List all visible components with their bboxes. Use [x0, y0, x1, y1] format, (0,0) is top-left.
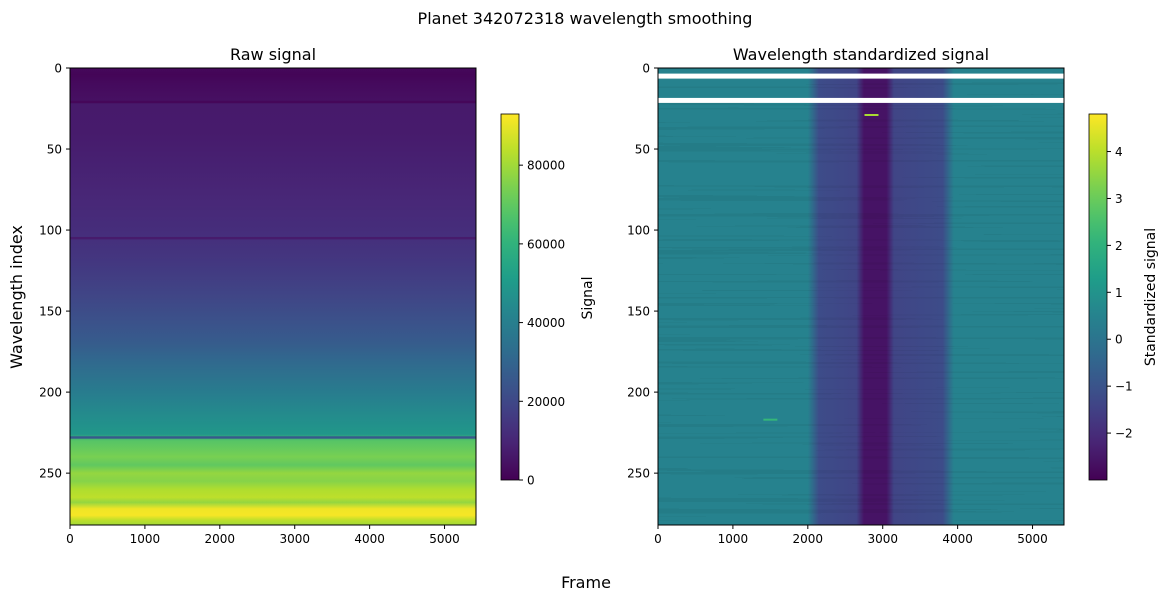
raw-signal-title: Raw signal	[230, 45, 316, 64]
colorbar-tick-label: 0	[1115, 333, 1123, 347]
y-tick-label: 250	[627, 467, 650, 481]
x-tick-label: 3000	[867, 532, 898, 546]
x-tick-label: 1000	[130, 532, 161, 546]
raw-signal-axes-frame	[69, 67, 477, 526]
y-tick-label: 200	[39, 386, 62, 400]
x-tick-label: 4000	[942, 532, 973, 546]
x-tick-label: 5000	[429, 532, 460, 546]
x-tick-label: 1000	[718, 532, 749, 546]
raw-signal-colorbar: 0 20000 40000 60000 80000 Signal	[500, 113, 596, 488]
figure-suptitle: Planet 342072318 wavelength smoothing	[418, 9, 753, 28]
raw-signal-y-ticks: 0 50 100 150 200 250	[39, 62, 70, 481]
standardized-colorbar-label: Standardized signal	[1143, 228, 1159, 366]
x-tick-label: 0	[654, 532, 662, 546]
x-tick-label: 4000	[354, 532, 385, 546]
standardized-signal-title: Wavelength standardized signal	[733, 45, 989, 64]
standardized-signal-hot-pixels	[763, 113, 879, 421]
standardized-signal-y-ticks: 0 50 100 150 200 250	[627, 62, 658, 481]
raw-signal-dark-rows	[70, 100, 476, 439]
colorbar-tick-label: 3	[1115, 192, 1123, 206]
x-tick-label: 5000	[1017, 532, 1048, 546]
colorbar-tick-label: 20000	[527, 395, 565, 409]
y-tick-label: 0	[54, 62, 62, 76]
standardized-colorbar-bar	[1088, 113, 1108, 481]
x-tick-label: 0	[66, 532, 74, 546]
standardized-signal-colorbar: 4 3 2 1 0 −1 −2 Standardized signal	[1088, 113, 1159, 481]
colorbar-tick-label: 40000	[527, 316, 565, 330]
standardized-signal-noise	[658, 68, 1064, 525]
y-tick-label: 150	[627, 305, 650, 319]
raw-signal-panel: Raw signal 0 1000 2000 3000 4000 5000 0 50 100 1…	[39, 45, 477, 546]
y-tick-label: 100	[627, 224, 650, 238]
x-tick-label: 3000	[279, 532, 310, 546]
y-tick-label: 50	[47, 143, 62, 157]
colorbar-tick-label: −2	[1115, 427, 1133, 441]
hot-pixel-1	[763, 418, 778, 421]
hot-pixel-0	[864, 113, 879, 116]
colorbar-tick-label: −1	[1115, 380, 1133, 394]
colorbar-tick-label: 60000	[527, 237, 565, 251]
raw-colorbar-ticks: 0 20000 40000 60000 80000	[519, 159, 565, 488]
standardized-colorbar-ticks: 4 3 2 1 0 −1 −2	[1107, 145, 1133, 441]
y-tick-label: 150	[39, 305, 62, 319]
standardized-signal-nan-rows	[658, 73, 1064, 103]
standardized-signal-axes-frame	[657, 67, 1065, 526]
y-tick-label: 50	[635, 143, 650, 157]
colorbar-tick-label: 0	[527, 474, 535, 488]
standardized-signal-x-ticks: 0 1000 2000 3000 4000 5000	[654, 525, 1048, 546]
raw-dark-row-2	[70, 436, 476, 439]
nan-row-1	[658, 97, 1064, 103]
colorbar-tick-label: 80000	[527, 159, 565, 173]
raw-signal-x-ticks: 0 1000 2000 3000 4000 5000	[66, 525, 460, 546]
colorbar-tick-label: 1	[1115, 286, 1123, 300]
raw-signal-heatmap	[70, 68, 476, 525]
x-tick-label: 2000	[793, 532, 824, 546]
raw-colorbar-bar	[500, 113, 520, 481]
raw-dark-row-0	[70, 100, 476, 104]
colorbar-tick-label: 2	[1115, 239, 1123, 253]
colorbar-tick-label: 4	[1115, 145, 1123, 159]
y-tick-label: 100	[39, 224, 62, 238]
y-tick-label: 0	[642, 62, 650, 76]
figure-ylabel: Wavelength index	[7, 225, 26, 369]
standardized-signal-panel: Wavelength standardized signal 0 1000 2000…	[627, 45, 1065, 546]
y-tick-label: 200	[627, 386, 650, 400]
nan-row-0	[658, 73, 1064, 79]
raw-colorbar-label: Signal	[580, 276, 596, 319]
y-tick-label: 250	[39, 467, 62, 481]
figure-xlabel: Frame	[561, 573, 611, 592]
x-tick-label: 2000	[205, 532, 236, 546]
raw-dark-row-1	[70, 236, 476, 240]
